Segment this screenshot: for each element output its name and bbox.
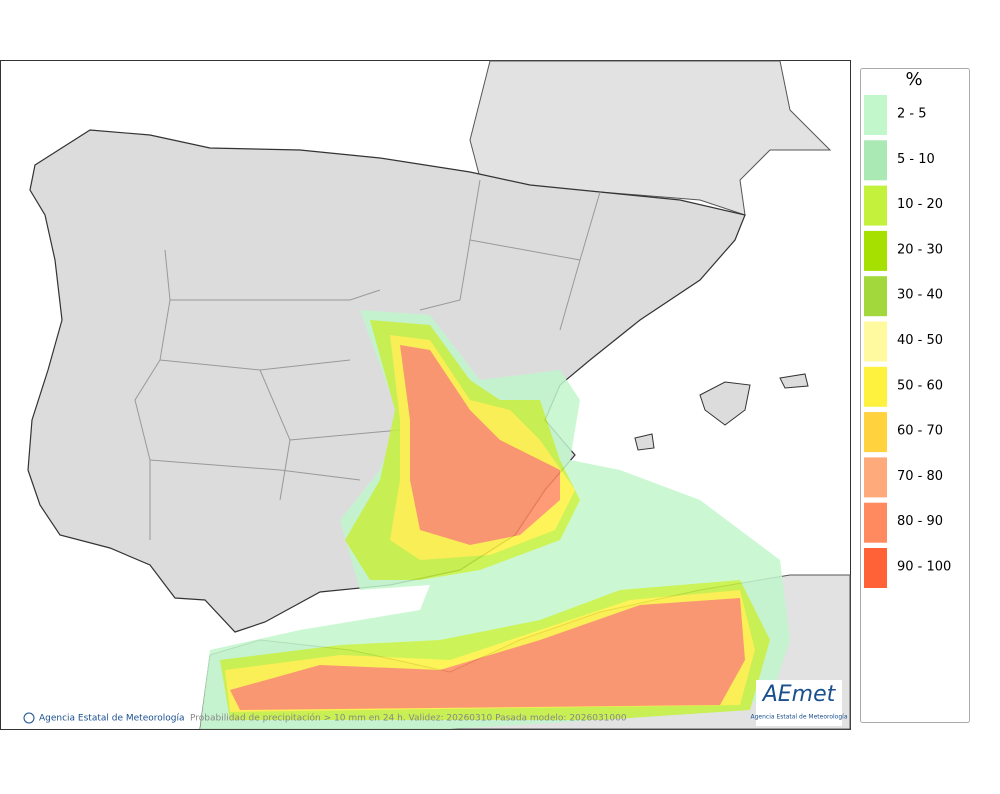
legend-label: 30 - 40 xyxy=(897,288,943,303)
legend-box xyxy=(860,68,970,723)
menorca xyxy=(779,373,809,389)
legend-label: 10 - 20 xyxy=(897,197,943,212)
legend-items: 2 - 5 5 - 10 10 - 20 20 - 30 30 - 40 40 - 50 5… xyxy=(864,95,951,588)
legend-swatch xyxy=(864,321,887,362)
legend-swatch xyxy=(864,412,887,453)
ibiza xyxy=(634,433,655,451)
legend-label: 60 - 70 xyxy=(897,424,943,439)
legend-swatch xyxy=(864,366,887,407)
caption: Probabilidad de precipitación > 10 mm en… xyxy=(190,713,627,724)
legend-swatch xyxy=(864,548,887,588)
legend-label: 80 - 90 xyxy=(897,514,943,529)
legend-swatch xyxy=(864,185,887,226)
legend-label: 70 - 80 xyxy=(897,469,943,484)
legend-swatch xyxy=(864,230,887,271)
mallorca xyxy=(699,381,751,426)
legend-swatch xyxy=(864,140,887,181)
legend-swatch xyxy=(864,95,887,135)
legend-label: 20 - 30 xyxy=(897,242,943,257)
legend-label: 2 - 5 xyxy=(897,107,927,122)
logo-subtitle: Agencia Estatal de Meteorología xyxy=(751,714,848,721)
legend-title: % xyxy=(905,69,922,90)
copyright-icon xyxy=(23,712,35,724)
logo-name: AEmet xyxy=(761,682,837,707)
legend-swatch xyxy=(864,502,887,543)
legend-label: 40 - 50 xyxy=(897,333,943,348)
field-80-90 xyxy=(230,345,745,710)
credit: Agencia Estatal de Meteorología xyxy=(39,714,185,724)
legend-swatch xyxy=(864,276,887,317)
legend-label: 5 - 10 xyxy=(897,152,935,167)
logo-box xyxy=(756,680,842,726)
legend-label: 90 - 100 xyxy=(897,560,951,575)
legend-label: 50 - 60 xyxy=(897,378,943,393)
precipitation-field xyxy=(200,310,790,729)
legend-swatch xyxy=(864,457,887,498)
borders xyxy=(134,179,601,540)
